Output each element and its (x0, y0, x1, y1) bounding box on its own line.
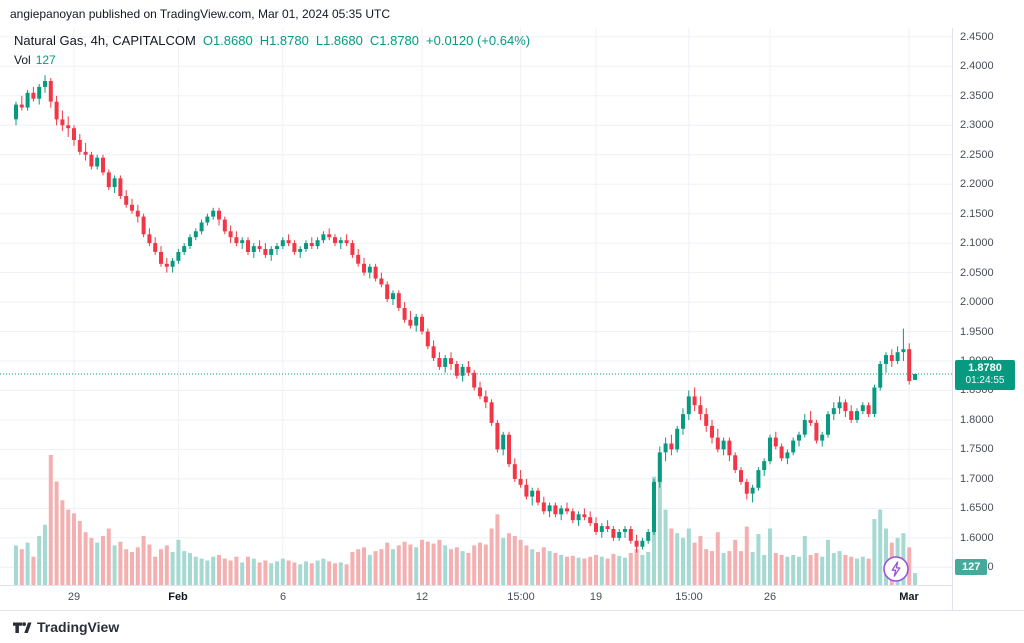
current-price-value: 1.8780 (968, 362, 1002, 374)
price-axis-label: 1.8000 (960, 414, 994, 426)
price-axis-label: 2.2000 (960, 178, 994, 190)
price-axis-label: 2.3000 (960, 119, 994, 131)
price-axis-label: 1.7000 (960, 473, 994, 485)
price-axis-label: 1.6000 (960, 532, 994, 544)
price-axis-label: 2.0500 (960, 267, 994, 279)
price-axis-label: 2.1500 (960, 208, 994, 220)
price-axis-label: 2.2500 (960, 149, 994, 161)
legend-row-ohlc: Natural Gas, 4h, CAPITALCOM O1.8680 H1.878… (14, 32, 530, 51)
legend-row-volume: Vol 127 (14, 52, 530, 69)
time-axis-label: 19 (589, 591, 603, 603)
price-axis-label: 2.4000 (960, 60, 994, 72)
ohlc-open: O1.8680 (202, 33, 253, 48)
price-axis[interactable]: 2.4500 2.4000 2.3500 2.3000 2.2500 2.2000 2.15… (952, 28, 1024, 610)
volume-value: 127 (35, 52, 56, 67)
price-axis-label: 1.9500 (960, 326, 994, 338)
ohlc-low: L1.8680 (315, 33, 363, 48)
price-axis-label: 2.3500 (960, 90, 994, 102)
chart-legend: Natural Gas, 4h, CAPITALCOM O1.8680 H1.878… (14, 32, 530, 69)
footer: TradingView (0, 610, 1024, 643)
time-axis-label: 15:00 (675, 591, 703, 603)
attribution-text: angiepanoyan published on TradingView.co… (10, 7, 391, 21)
time-axis-label: Feb (168, 591, 188, 603)
time-axis-label: 12 (415, 591, 429, 603)
time-axis-label: Mar (899, 591, 919, 603)
bar-countdown: 01:24:55 (965, 375, 1005, 386)
volume-axis-badge: 127 (955, 559, 988, 575)
volume-label: Vol (14, 52, 31, 67)
tradingview-logo[interactable]: TradingView (12, 619, 119, 636)
tradingview-logo-icon (13, 621, 32, 633)
time-axis-label: 6 (279, 591, 287, 603)
chart-canvas[interactable]: Natural Gas, 4h, CAPITALCOM O1.8680 H1.878… (0, 28, 952, 585)
tradingview-logo-text: TradingView (37, 619, 120, 635)
time-axis-label: 15:00 (507, 591, 535, 603)
price-axis-label: 2.0000 (960, 296, 994, 308)
symbol-title[interactable]: Natural Gas, 4h, CAPITALCOM (14, 33, 196, 48)
price-axis-label: 1.6500 (960, 502, 994, 514)
candlestick-chart[interactable] (0, 28, 952, 585)
ohlc-change: +0.0120 (+0.64%) (426, 33, 531, 48)
price-axis-label: 2.4500 (960, 31, 994, 43)
time-axis-label: 26 (763, 591, 777, 603)
lightning-icon (883, 556, 909, 582)
time-axis-label: 29 (67, 591, 81, 603)
price-axis-label: 2.1000 (960, 237, 994, 249)
boost-button[interactable] (882, 555, 910, 583)
ohlc-close: C1.8780 (369, 33, 420, 48)
price-axis-label: 1.7500 (960, 443, 994, 455)
current-price-badge: 1.8780 01:24:55 (955, 360, 1015, 390)
time-axis[interactable]: 29 Feb 6 12 15:00 19 15:00 26 Mar (0, 585, 952, 611)
ohlc-high: H1.8780 (259, 33, 309, 48)
